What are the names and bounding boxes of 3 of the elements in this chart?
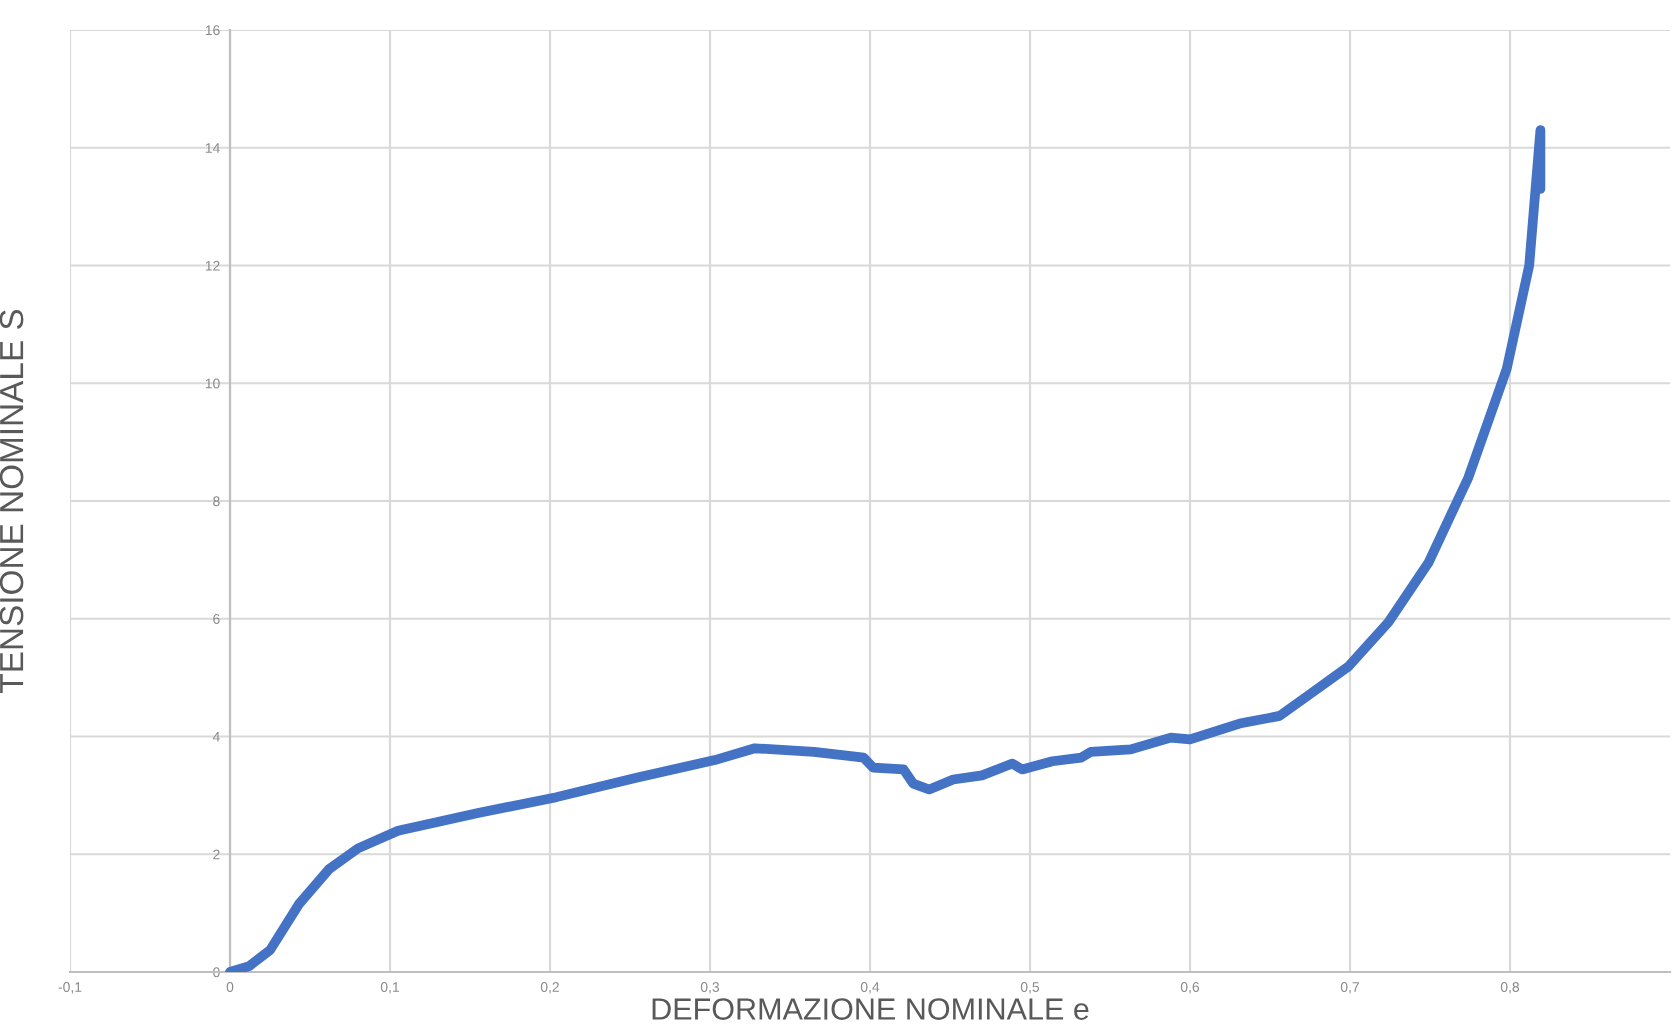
line-series <box>225 125 1546 972</box>
x-axis-title: DEFORMAZIONE NOMINALE e <box>652 998 1089 1020</box>
y-axis-title: TENSIONE NOMINALE S <box>0 309 24 693</box>
